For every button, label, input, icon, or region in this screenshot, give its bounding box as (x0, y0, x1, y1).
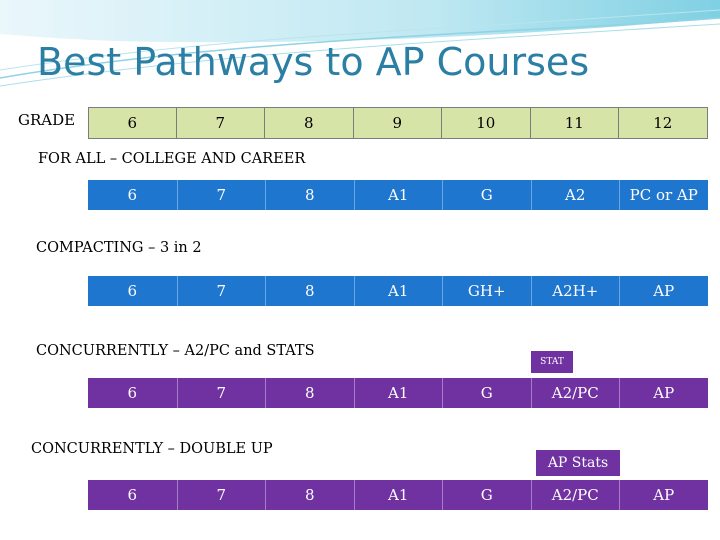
pathway-cell: GH+ (442, 276, 531, 306)
section-heading-double-up: CONCURRENTLY – DOUBLE UP (31, 441, 273, 457)
pathway-cell: PC or AP (619, 180, 708, 210)
pathway-cell: 7 (176, 276, 265, 306)
grade-cell: 9 (353, 107, 442, 139)
pathway-cell: 8 (265, 180, 354, 210)
grade-cell: 8 (265, 107, 354, 139)
grade-cell: 11 (530, 107, 619, 139)
grade-header-row: 6 7 8 9 10 11 12 (88, 107, 708, 139)
pathway-cell: A2 (530, 180, 619, 210)
pathway-row-college-career: 6 7 8 A1 G A2 PC or AP (88, 180, 708, 210)
pathway-cell: 8 (265, 276, 354, 306)
pathway-cell: 7 (176, 378, 265, 408)
pathway-row-double-up: 6 7 8 A1 G A2/PC AP (88, 480, 708, 510)
pathway-cell: A2H+ (530, 276, 619, 306)
pathway-cell: AP (619, 276, 708, 306)
ap-stats-badge: AP Stats (536, 450, 620, 476)
pathway-row-compacting: 6 7 8 A1 GH+ A2H+ AP (88, 276, 708, 306)
section-heading-college-career: FOR ALL – COLLEGE AND CAREER (38, 151, 306, 167)
pathway-cell: 7 (176, 180, 265, 210)
header-swoosh-decoration (0, 0, 720, 87)
pathway-cell: 6 (88, 276, 177, 306)
pathway-cell: 6 (88, 480, 177, 510)
grade-cell: 10 (442, 107, 531, 139)
pathway-cell: 6 (88, 378, 177, 408)
grade-cell: 12 (619, 107, 708, 139)
pathway-cell: G (442, 180, 531, 210)
section-heading-concurrent-stats: CONCURRENTLY – A2/PC and STATS (36, 343, 315, 359)
pathway-cell: A1 (353, 276, 442, 306)
pathway-cell: AP (619, 378, 708, 408)
pathway-cell: G (442, 378, 531, 408)
pathway-cell: A1 (353, 480, 442, 510)
pathway-cell: A1 (353, 180, 442, 210)
grade-cell: 6 (88, 107, 177, 139)
pathway-cell: 7 (176, 480, 265, 510)
pathway-cell: A1 (353, 378, 442, 408)
pathway-cell: A2/PC (530, 480, 619, 510)
pathway-cell: 8 (265, 378, 354, 408)
stat-badge: STAT (531, 351, 573, 373)
pathway-cell: 8 (265, 480, 354, 510)
pathway-cell: A2/PC (530, 378, 619, 408)
pathway-cell: G (442, 480, 531, 510)
pathway-cell: AP (619, 480, 708, 510)
pathway-cell: 6 (88, 180, 177, 210)
pathway-row-concurrent-stats: 6 7 8 A1 G A2/PC AP (88, 378, 708, 408)
page-title: Best Pathways to AP Courses (37, 40, 590, 84)
grade-cell: 7 (176, 107, 265, 139)
section-heading-compacting: COMPACTING – 3 in 2 (36, 240, 202, 256)
grade-label: GRADE (18, 111, 76, 129)
